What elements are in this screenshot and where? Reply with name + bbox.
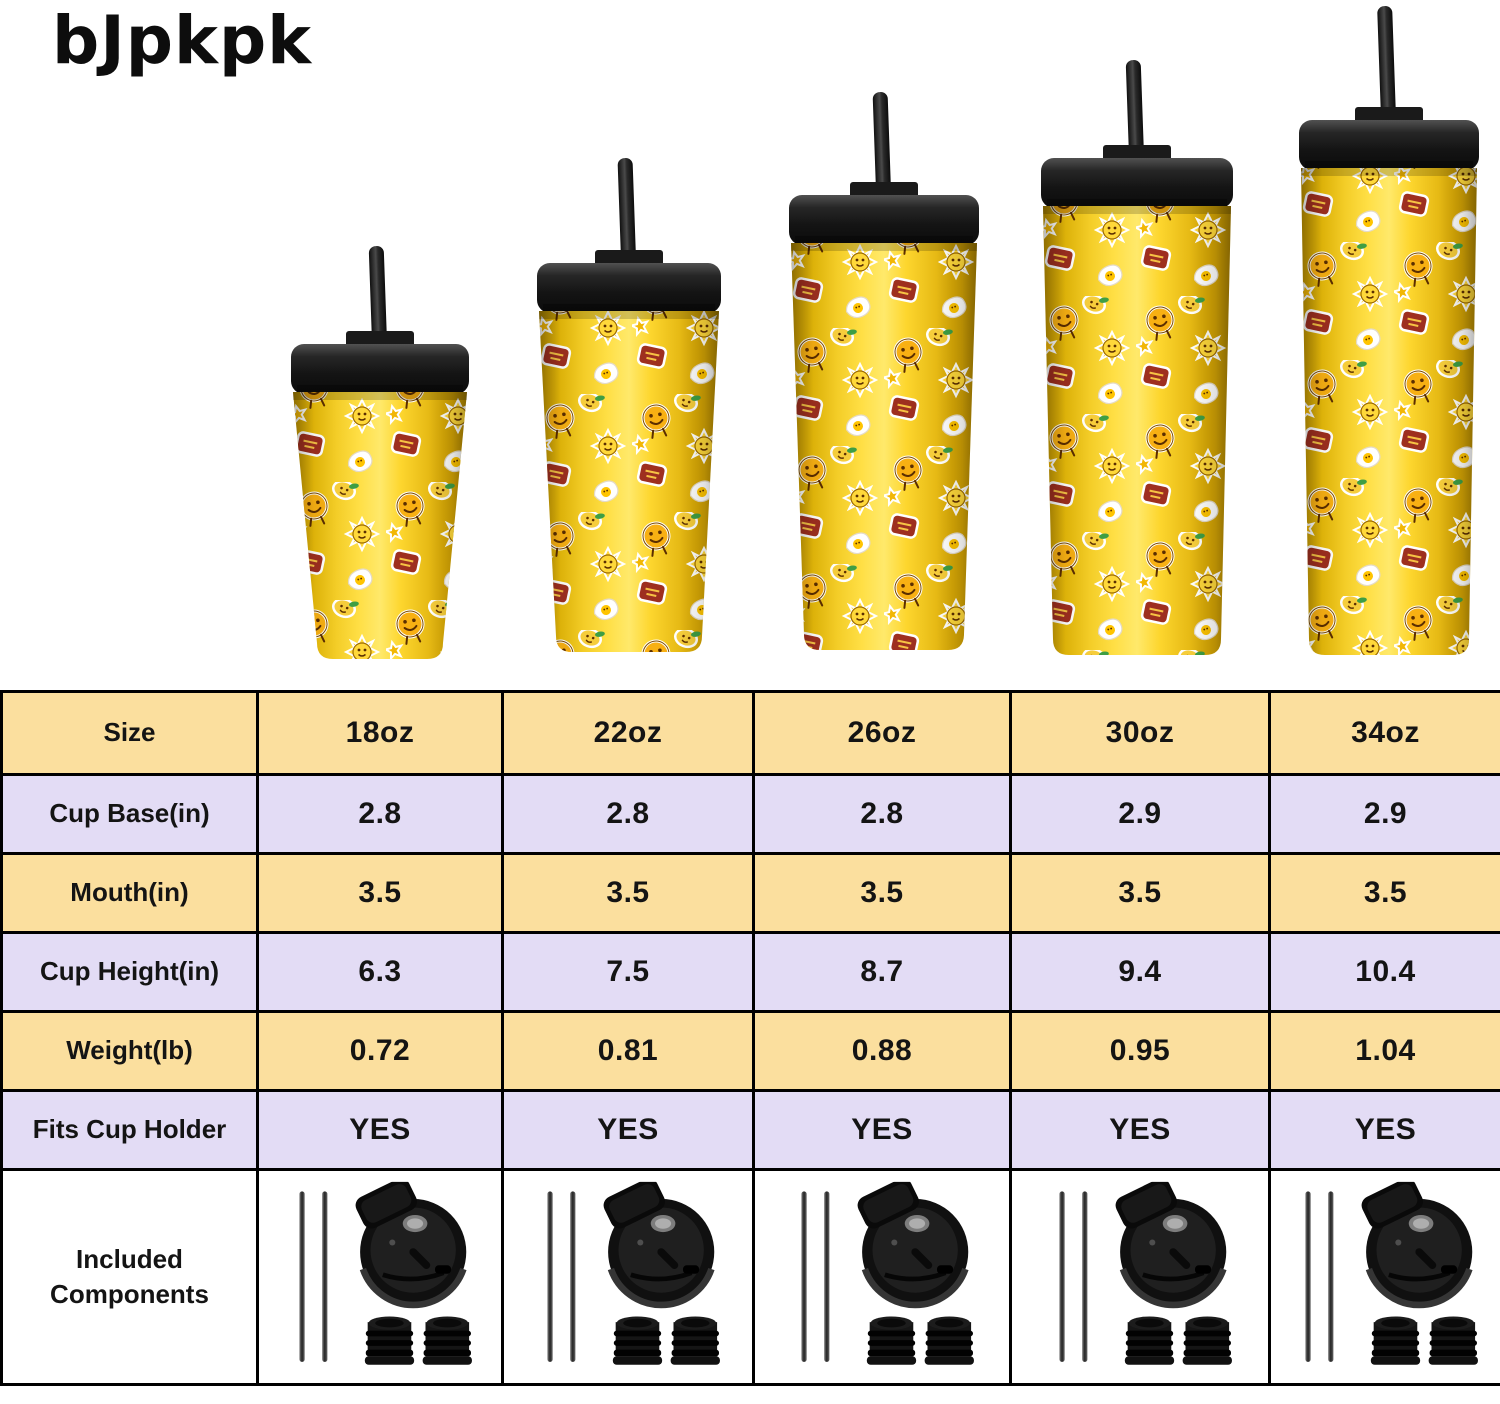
value-cell: 0.88 <box>752 1010 1012 1092</box>
value-cell: 1.04 <box>1268 1010 1500 1092</box>
body-graphic <box>293 392 467 659</box>
included-components-graphic <box>519 1179 737 1379</box>
body-graphic <box>1043 206 1231 655</box>
row-label: Mouth(in) <box>0 852 259 934</box>
table-row-weight: Weight(lb) 0.72 0.81 0.88 0.95 1.04 <box>0 1010 1500 1092</box>
value-cell: YES <box>501 1089 755 1171</box>
row-label: Size <box>0 690 259 776</box>
lid-graphic <box>291 344 469 394</box>
value-cell: YES <box>1009 1089 1271 1171</box>
value-cell: 0.81 <box>501 1010 755 1092</box>
tumbler-34oz <box>1299 6 1479 655</box>
components-cell <box>1268 1168 1500 1386</box>
value-cell: 9.4 <box>1009 931 1271 1013</box>
table-row-fits-cup-holder: Fits Cup Holder YES YES YES YES YES <box>0 1089 1500 1171</box>
lid-graphic <box>537 263 721 313</box>
components-cell <box>256 1168 504 1386</box>
lid-graphic <box>1041 158 1233 208</box>
tumbler-22oz <box>537 158 721 652</box>
value-cell: 2.8 <box>256 773 504 855</box>
value-cell: 2.8 <box>752 773 1012 855</box>
size-cell: 18oz <box>256 690 504 776</box>
row-label: Fits Cup Holder <box>0 1089 259 1171</box>
row-label: Cup Height(in) <box>0 931 259 1013</box>
value-cell: 0.72 <box>256 1010 504 1092</box>
included-components-graphic <box>773 1179 991 1379</box>
body-graphic <box>791 243 977 650</box>
value-cell: 3.5 <box>752 852 1012 934</box>
value-cell: YES <box>752 1089 1012 1171</box>
included-components-graphic <box>1031 1179 1249 1379</box>
components-cell <box>1009 1168 1271 1386</box>
row-label: Included Components <box>0 1168 259 1386</box>
table-row-mouth: Mouth(in) 3.5 3.5 3.5 3.5 3.5 <box>0 852 1500 934</box>
value-cell: 3.5 <box>256 852 504 934</box>
components-cell <box>752 1168 1012 1386</box>
value-cell: 6.3 <box>256 931 504 1013</box>
body-graphic <box>1301 168 1477 655</box>
value-cell: 10.4 <box>1268 931 1500 1013</box>
value-cell: 2.9 <box>1268 773 1500 855</box>
row-label: Cup Base(in) <box>0 773 259 855</box>
size-cell: 22oz <box>501 690 755 776</box>
table-row-cup-base: Cup Base(in) 2.8 2.8 2.8 2.9 2.9 <box>0 773 1500 855</box>
spec-table: Size 18oz 22oz 26oz 30oz 34oz Cup Base(i… <box>0 690 1500 1386</box>
row-label: Weight(lb) <box>0 1010 259 1092</box>
size-cell: 30oz <box>1009 690 1271 776</box>
value-cell: YES <box>1268 1089 1500 1171</box>
value-cell: 3.5 <box>1009 852 1271 934</box>
tumbler-26oz <box>789 92 979 650</box>
tumbler-18oz <box>291 246 469 659</box>
tumbler-30oz <box>1041 60 1233 655</box>
value-cell: 8.7 <box>752 931 1012 1013</box>
body-graphic <box>539 311 719 652</box>
included-components-graphic <box>271 1179 489 1379</box>
lid-graphic <box>1299 120 1479 170</box>
brand-logo: bJpkpk <box>52 2 313 79</box>
table-row-included-components: Included Components <box>0 1168 1500 1386</box>
value-cell: YES <box>256 1089 504 1171</box>
size-cell: 26oz <box>752 690 1012 776</box>
size-cell: 34oz <box>1268 690 1500 776</box>
lid-graphic <box>789 195 979 245</box>
value-cell: 3.5 <box>501 852 755 934</box>
value-cell: 2.9 <box>1009 773 1271 855</box>
table-row-size: Size 18oz 22oz 26oz 30oz 34oz <box>0 690 1500 776</box>
included-components-graphic <box>1277 1179 1495 1379</box>
value-cell: 0.95 <box>1009 1010 1271 1092</box>
value-cell: 3.5 <box>1268 852 1500 934</box>
value-cell: 2.8 <box>501 773 755 855</box>
components-cell <box>501 1168 755 1386</box>
value-cell: 7.5 <box>501 931 755 1013</box>
table-row-cup-height: Cup Height(in) 6.3 7.5 8.7 9.4 10.4 <box>0 931 1500 1013</box>
